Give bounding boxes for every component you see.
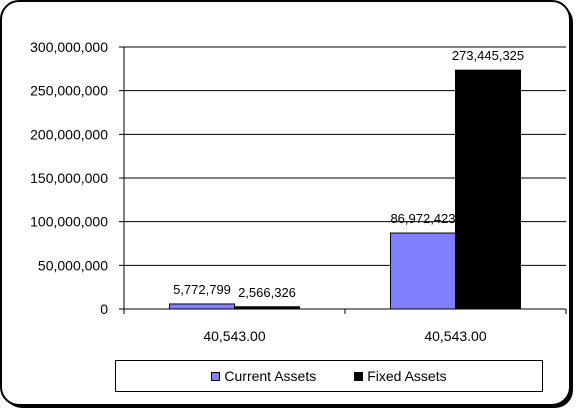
y-tick-label: 200,000,000 [30, 126, 108, 142]
y-tick-label: 50,000,000 [38, 257, 108, 273]
x-tick-label: 40,543.00 [203, 328, 265, 344]
y-tick-label: 250,000,000 [30, 83, 108, 99]
bar [455, 69, 521, 310]
legend-swatch-fixed-assets [354, 371, 364, 381]
data-label: 2,566,326 [238, 285, 296, 300]
legend: Current Assets Fixed Assets [115, 360, 543, 392]
legend-label-current-assets: Current Assets [224, 368, 317, 384]
legend-item-current-assets: Current Assets [211, 368, 316, 384]
y-tick-label: 100,000,000 [30, 214, 108, 230]
bar [234, 306, 300, 310]
data-label: 86,972,423 [390, 211, 455, 226]
plot-area: 0 50,000,000 100,000,000 150,000,000 200,000… [30, 39, 567, 344]
x-tick-label: 40,543.00 [424, 328, 486, 344]
data-label: 5,772,799 [173, 282, 231, 297]
y-tick-label: 300,000,000 [30, 39, 108, 55]
bar [390, 232, 456, 310]
bar [169, 303, 235, 310]
data-label: 273,445,325 [452, 48, 524, 63]
legend-swatch-current-assets [211, 371, 221, 381]
legend-label-fixed-assets: Fixed Assets [367, 368, 447, 384]
y-tick-label: 150,000,000 [30, 170, 108, 186]
y-tick-label: 0 [100, 301, 108, 317]
legend-item-fixed-assets: Fixed Assets [354, 368, 447, 384]
